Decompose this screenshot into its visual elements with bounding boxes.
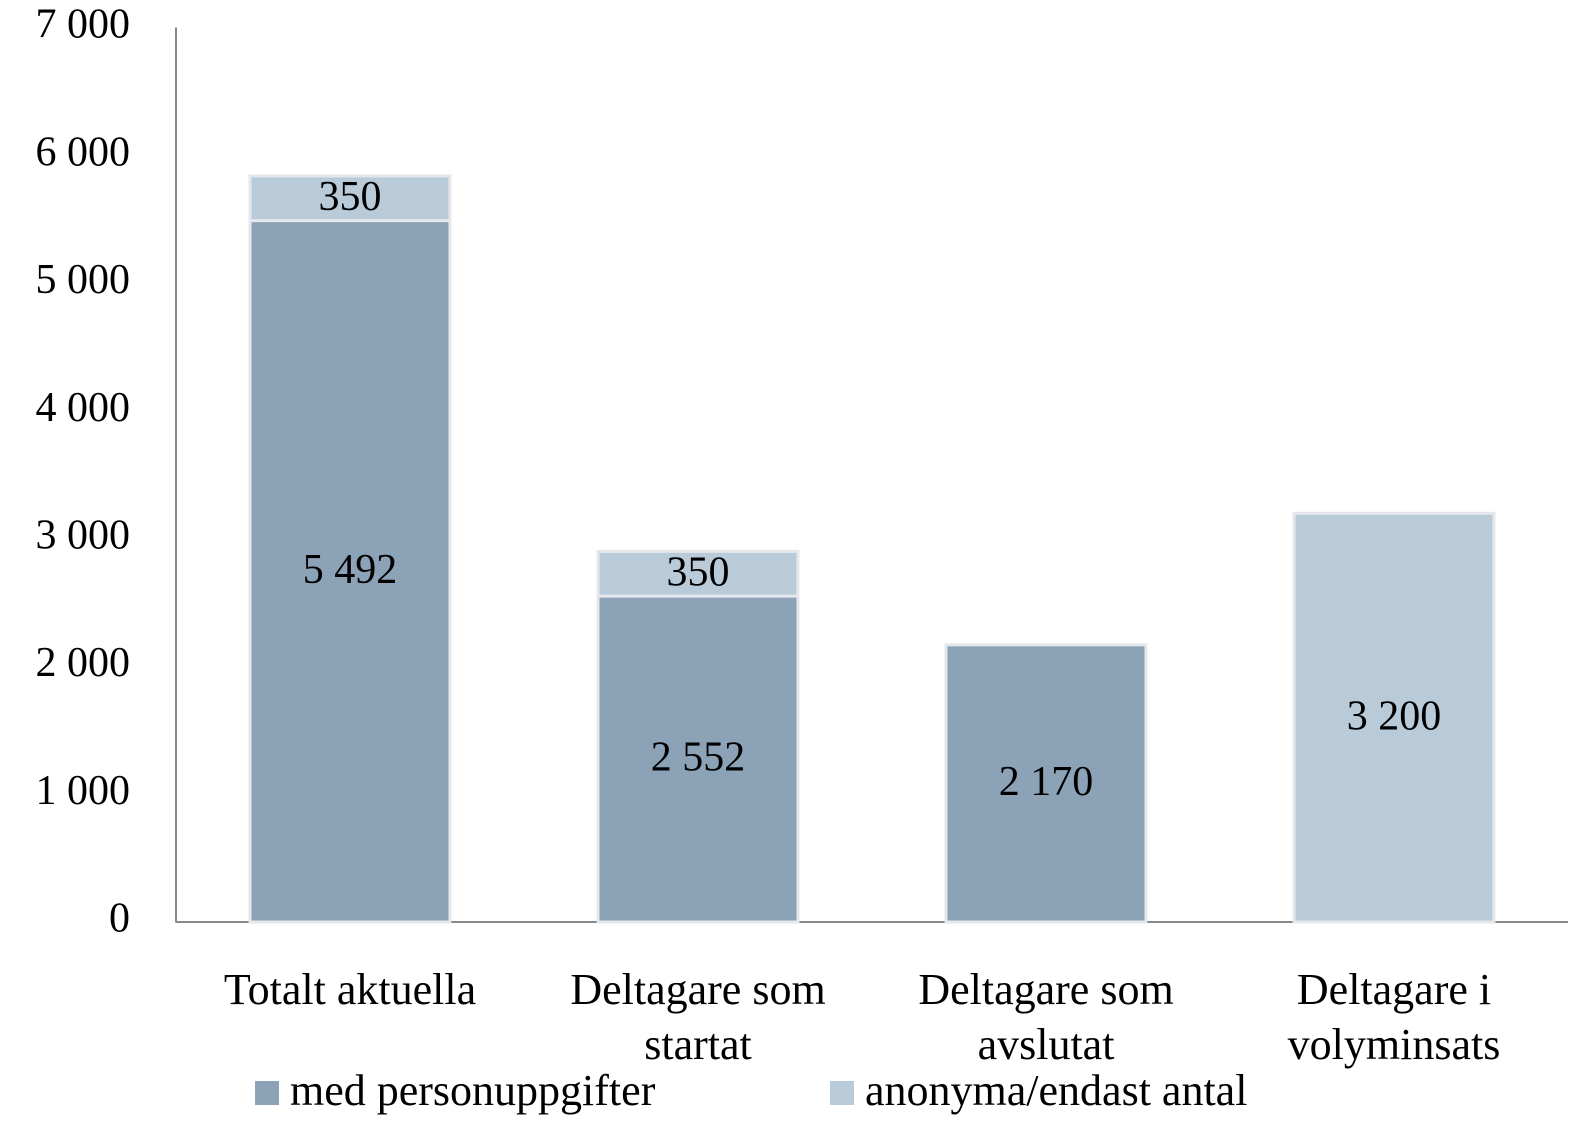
bar-segment [248,174,452,223]
x-tick-label: Totalt aktuella [223,965,477,1014]
bar-segment [944,643,1148,924]
data-label: 2 552 [651,735,746,781]
data-label: 350 [667,549,730,595]
y-tick-label: 2 000 [36,640,131,686]
y-tick-label: 0 [109,896,130,942]
x-tick-label: Deltagare i volyminsats [1287,965,1501,1069]
bar-segment [596,594,800,924]
data-label: 2 170 [999,759,1094,805]
data-label: 350 [319,174,382,220]
y-tick-label: 6 000 [36,129,131,175]
y-tick-label: 4 000 [36,385,131,431]
legend-swatch [255,1081,279,1105]
data-label: 3 200 [1347,693,1442,739]
legend-label: med personuppgifter [290,1066,656,1115]
x-tick-label: Deltagare som startat [570,965,826,1069]
bar-segment [596,549,800,598]
legend-swatch [830,1081,854,1105]
y-tick-label: 1 000 [36,768,131,814]
y-tick-label: 5 000 [36,257,131,303]
y-tick-label: 3 000 [36,512,131,558]
legend-label: anonyma/endast antal [865,1066,1247,1115]
x-tick-label: Deltagare som avslutat [918,965,1174,1069]
bar-segment [1292,511,1496,924]
y-tick-label: 7 000 [36,2,131,48]
data-label: 5 492 [303,547,398,593]
